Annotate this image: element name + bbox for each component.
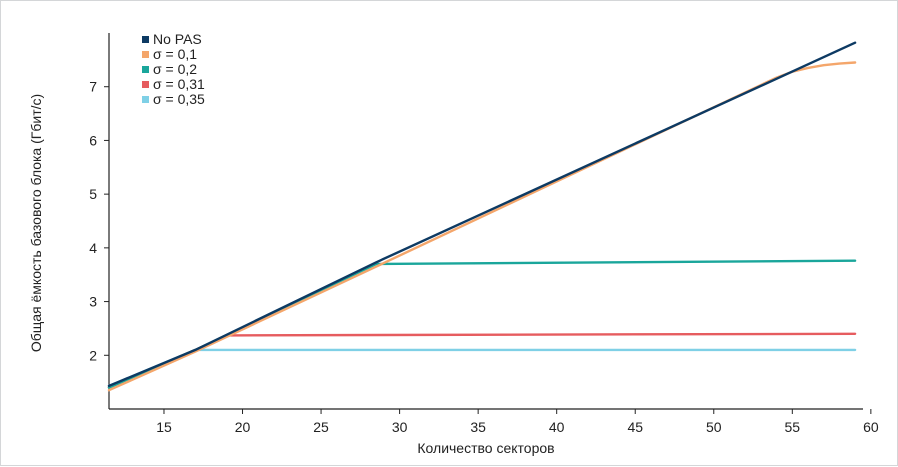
series-line-2 [107,259,857,389]
series-line-3 [107,332,857,389]
x-tick-label: 20 [235,419,251,435]
legend-entry: σ = 0,35 [153,91,205,107]
legend-swatch [142,51,149,58]
y-tick-label: 5 [89,186,97,202]
legend-swatch [142,81,149,88]
x-tick-label: 35 [470,419,486,435]
series-line-0 [107,41,857,388]
y-tick-label: 6 [89,132,97,148]
legend-entry: σ = 0,31 [153,76,205,92]
y-tick-label: 7 [89,79,97,95]
series-layer [107,41,857,392]
x-tick-label: 15 [156,419,172,435]
x-tick-label: 50 [706,419,722,435]
legend-swatch [142,96,149,103]
y-tick-label: 2 [89,347,97,363]
x-tick-label: 40 [549,419,565,435]
x-tick-label: 30 [392,419,408,435]
x-axis-label: Количество секторов [417,440,554,456]
legend-swatch [142,36,149,43]
x-tick-label: 55 [785,419,801,435]
legend-entry: No PAS [153,31,202,47]
legend-entry: σ = 0,2 [153,61,197,77]
series-line-4 [107,348,857,388]
y-tick-label: 3 [89,294,97,310]
x-tick-label: 60 [863,419,879,435]
y-tick-label: 4 [89,240,97,256]
y-axis-label: Общая ёмкость базового блока (Гбит/с) [28,94,44,352]
x-tick-label: 25 [313,419,329,435]
legend-swatch [142,66,149,73]
series-line-1 [107,61,857,392]
x-tick-label: 45 [627,419,643,435]
legend-entry: σ = 0,1 [153,46,197,62]
